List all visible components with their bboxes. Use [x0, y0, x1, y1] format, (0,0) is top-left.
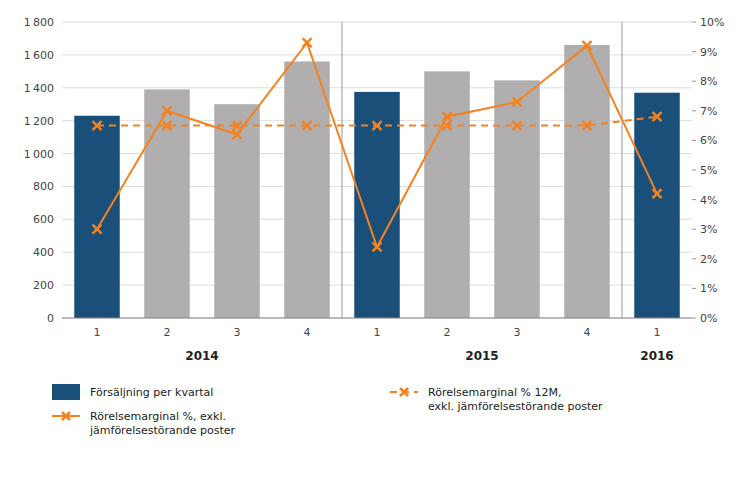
y2-tick-label: 4%: [700, 194, 717, 207]
y2-tick: [692, 288, 696, 289]
x-tick-label: 2: [444, 326, 451, 339]
marks: [74, 22, 680, 318]
y-tick-label: 0: [47, 312, 54, 325]
line-marker: [233, 130, 242, 139]
x-tick-label: 1: [374, 326, 381, 339]
y2-tick: [692, 140, 696, 141]
legend: Försäljning per kvartal Rörelsemarginal %…: [52, 384, 603, 437]
line-marker: [93, 121, 102, 130]
line-marker: [233, 121, 242, 130]
legend-label: Rörelsemarginal %, exkl.jämförelsestöran…: [89, 410, 235, 437]
year-label: 2016: [640, 349, 673, 363]
x-tick-label: 4: [304, 326, 311, 339]
chart-svg: 0 200 400 600 800 1 000 1 200 1 400 1 600 1 800 0%…: [0, 0, 744, 503]
grid-line: [62, 318, 692, 319]
y2-tick: [692, 199, 696, 200]
bar: [424, 71, 470, 318]
y-tick-label: 200: [33, 279, 54, 292]
y2-tick: [692, 81, 696, 82]
line-marker: [373, 242, 382, 251]
x-tick-label: 1: [94, 326, 101, 339]
line-marker: [93, 225, 102, 234]
legend-swatch: [52, 384, 80, 400]
y-tick-label: 800: [33, 180, 54, 193]
line-marker: [443, 121, 452, 130]
chart-container: 0 200 400 600 800 1 000 1 200 1 400 1 600 1 800 0%…: [0, 0, 744, 503]
line-marker: [373, 121, 382, 130]
x-tick-label: 4: [584, 326, 591, 339]
bar: [494, 80, 540, 318]
line-marker: [513, 121, 522, 130]
y2-tick-label: 0%: [700, 312, 717, 325]
y-tick-label: 400: [33, 246, 54, 259]
bar: [214, 104, 260, 318]
y2-tick: [692, 170, 696, 171]
y2-tick: [692, 110, 696, 111]
y2-tick-label: 8%: [700, 75, 717, 88]
y2-tick-label: 2%: [700, 253, 717, 266]
y2-tick-label: 10%: [700, 16, 724, 29]
y-tick-label: 1 400: [24, 82, 54, 95]
legend-marker: [62, 412, 70, 420]
line-marker: [653, 112, 662, 121]
line-marker: [653, 189, 662, 198]
y2-tick: [692, 51, 696, 52]
line-marker: [443, 112, 452, 121]
bar: [74, 116, 120, 318]
x-tick-label: 3: [234, 326, 241, 339]
y2-tick-label: 1%: [700, 282, 717, 295]
line-marker: [163, 121, 172, 130]
legend-label: Försäljning per kvartal: [90, 386, 213, 399]
year-divider: [622, 22, 623, 318]
y2-tick-label: 3%: [700, 223, 717, 236]
line-marker: [163, 106, 172, 115]
y-tick-label: 1 200: [24, 115, 54, 128]
x-tick-label: 3: [514, 326, 521, 339]
y2-tick-label: 6%: [700, 134, 717, 147]
y2-tick: [692, 318, 696, 319]
axes: 0 200 400 600 800 1 000 1 200 1 400 1 600 1 800 0%…: [24, 16, 725, 363]
legend-label: Rörelsemarginal % 12M,exkl. jämförelsest…: [428, 386, 603, 413]
bar: [284, 61, 330, 318]
x-tick-label: 1: [654, 326, 661, 339]
legend-marker: [400, 388, 408, 396]
bar: [564, 45, 610, 318]
line-marker: [303, 38, 312, 47]
line-marker: [303, 121, 312, 130]
y2-tick-label: 5%: [700, 164, 717, 177]
year-divider: [342, 22, 343, 318]
line-marker: [583, 121, 592, 130]
y-tick-label: 600: [33, 213, 54, 226]
y2-tick: [692, 229, 696, 230]
line: [97, 43, 657, 247]
y-tick-label: 1 600: [24, 49, 54, 62]
y2-tick: [692, 22, 696, 23]
line-marker: [513, 97, 522, 106]
y-tick-label: 1 000: [24, 148, 54, 161]
year-label: 2014: [185, 349, 218, 363]
grid-line: [62, 22, 692, 23]
bar: [634, 93, 680, 318]
y2-tick-label: 7%: [700, 105, 717, 118]
bar: [144, 89, 190, 318]
y2-tick: [692, 258, 696, 259]
x-axis-line: [62, 318, 692, 319]
line-marker: [583, 41, 592, 50]
year-label: 2015: [465, 349, 498, 363]
y2-tick-label: 9%: [700, 46, 717, 59]
x-tick-label: 2: [164, 326, 171, 339]
y-tick-label: 1 800: [24, 16, 54, 29]
